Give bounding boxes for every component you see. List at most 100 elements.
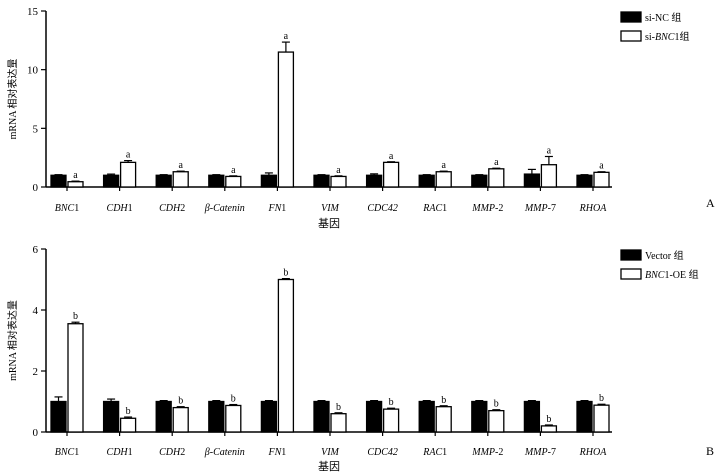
bar <box>50 400 67 433</box>
y-tick-label: 0 <box>33 427 39 439</box>
bar <box>102 174 120 188</box>
x-category-label: BNC1 <box>55 447 79 458</box>
legend-label: Vector 组 <box>645 249 684 262</box>
bar <box>471 400 488 433</box>
significance-label: b <box>441 395 446 406</box>
x-category-label: CDH2 <box>159 447 185 458</box>
y-axis-label: mRNA 相对表达量 <box>6 300 19 381</box>
x-category-label: MMP-2 <box>471 203 503 214</box>
significance-label: a <box>126 150 131 161</box>
significance-label: b <box>178 396 183 407</box>
x-category-label: CDH1 <box>107 203 133 214</box>
panel-label: A <box>706 196 715 210</box>
x-category-label: CDC42 <box>367 447 398 458</box>
x-category-label: VIM <box>321 447 339 458</box>
significance-label: b <box>494 399 499 410</box>
legend-label: si-NC 组 <box>645 11 681 24</box>
y-tick-label: 0 <box>33 182 39 194</box>
significance-label: a <box>231 165 236 176</box>
x-category-label: BNC1 <box>55 203 79 214</box>
bar <box>593 171 610 188</box>
bar <box>260 400 278 433</box>
bar <box>382 161 400 188</box>
bar <box>260 174 278 188</box>
significance-label: a <box>441 160 446 171</box>
bar <box>523 400 541 433</box>
y-tick-label: 4 <box>33 305 39 317</box>
bar <box>365 400 383 433</box>
bar <box>435 406 452 433</box>
bar <box>50 174 67 188</box>
x-category-label: CDC42 <box>367 203 398 214</box>
legend-swatch <box>620 30 642 42</box>
bar <box>330 175 347 188</box>
bar <box>365 174 383 188</box>
x-category-label: RAC1 <box>422 203 447 214</box>
x-category-label: RHOA <box>579 447 608 458</box>
legend-label: BNC1-OE 组 <box>645 268 699 281</box>
bar <box>102 400 120 433</box>
significance-label: b <box>546 414 551 425</box>
x-axis-label: 基因 <box>318 460 340 473</box>
significance-label: a <box>547 145 552 156</box>
significance-label: b <box>231 394 236 405</box>
y-tick-label: 10 <box>27 65 39 77</box>
bar <box>155 400 172 433</box>
bar <box>208 400 225 433</box>
bar <box>225 175 242 188</box>
bar <box>172 171 189 188</box>
y-tick-label: 6 <box>33 244 39 256</box>
significance-label: a <box>336 165 341 176</box>
x-category-label: β-Catenin <box>204 447 245 458</box>
x-category-label: CDH1 <box>107 447 133 458</box>
bar <box>67 181 84 188</box>
bar <box>119 161 137 188</box>
x-category-label: MMP-2 <box>471 447 503 458</box>
y-tick-label: 15 <box>27 6 39 18</box>
bar <box>155 174 172 188</box>
bar <box>576 400 593 433</box>
y-tick-label: 5 <box>33 123 39 135</box>
significance-label: a <box>599 161 604 172</box>
legend-label: si-BNC1组 <box>645 30 689 43</box>
bar <box>418 174 435 188</box>
bar <box>67 323 84 433</box>
bar <box>277 51 295 188</box>
bar <box>488 168 505 188</box>
bar <box>435 171 452 188</box>
bar <box>313 400 330 433</box>
x-category-label: RHOA <box>579 203 608 214</box>
x-category-label: β-Catenin <box>204 203 245 214</box>
significance-label: b <box>126 406 131 417</box>
bar <box>277 278 295 433</box>
significance-label: a <box>178 160 183 171</box>
bar <box>523 173 541 188</box>
bar <box>488 409 505 433</box>
significance-label: a <box>73 170 78 181</box>
significance-label: a <box>389 151 394 162</box>
bar <box>172 406 189 433</box>
x-category-label: FN1 <box>268 447 287 458</box>
bar <box>576 174 593 188</box>
x-category-label: MMP-7 <box>524 203 556 214</box>
x-category-label: CDH2 <box>159 203 185 214</box>
significance-label: b <box>336 402 341 413</box>
chart-panel-A: 0 5 10 15 a BNC1 a CDH1 a CDH2 a β-Catenin a FN1 a VIM a… <box>6 6 715 230</box>
legend-swatch <box>620 11 642 23</box>
significance-label: a <box>284 31 289 42</box>
x-category-label: VIM <box>321 203 339 214</box>
bar <box>471 174 488 188</box>
bar <box>382 408 400 433</box>
bar <box>418 400 435 433</box>
x-category-label: RAC1 <box>422 447 447 458</box>
legend-swatch <box>620 268 642 280</box>
panel-label: B <box>706 444 714 458</box>
y-tick-label: 2 <box>33 366 39 378</box>
x-category-label: FN1 <box>268 203 287 214</box>
bar <box>225 404 242 433</box>
x-axis-label: 基因 <box>318 217 340 230</box>
bar <box>540 425 558 433</box>
bar <box>119 417 137 433</box>
bar <box>540 164 558 188</box>
